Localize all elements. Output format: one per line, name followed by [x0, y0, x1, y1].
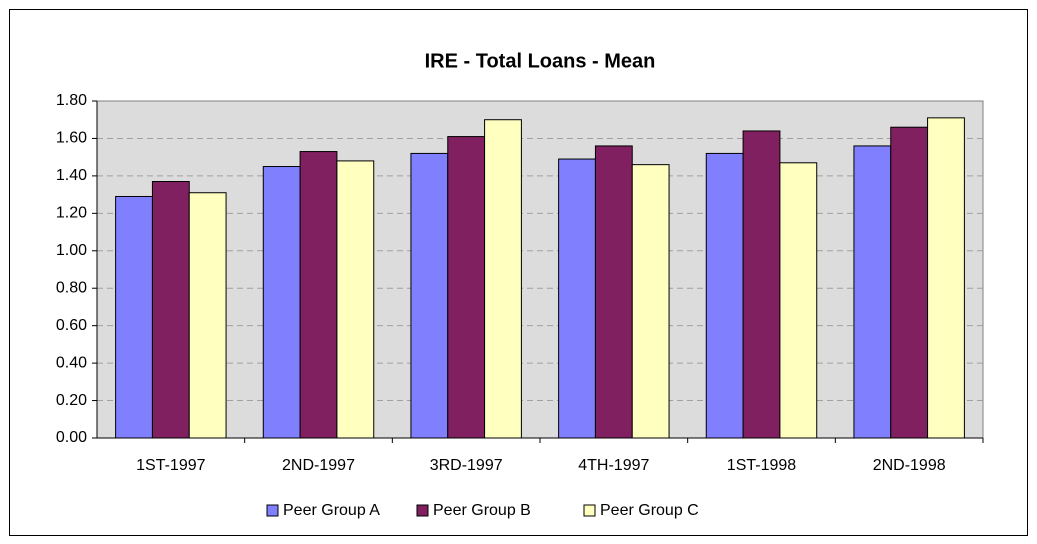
y-tick-label: 0.40	[56, 354, 87, 371]
bar	[927, 117, 965, 439]
bar	[299, 151, 338, 439]
y-tick-label: 1.20	[56, 205, 87, 222]
bar	[594, 145, 633, 439]
bar	[262, 166, 301, 439]
chart-title: IRE - Total Loans - Mean	[425, 50, 656, 72]
bar	[336, 160, 375, 439]
x-tick-label: 3RD-1997	[430, 457, 503, 474]
bar	[151, 181, 190, 439]
y-tick-label: 1.00	[56, 242, 87, 259]
legend-swatch	[416, 504, 429, 517]
x-tick-label: 1ST-1997	[136, 457, 205, 474]
bar	[558, 158, 596, 439]
legend-label: Peer Group B	[433, 502, 531, 519]
y-tick-label: 1.60	[56, 130, 87, 147]
x-tick-label: 2ND-1998	[873, 457, 946, 474]
y-tick-label: 0.80	[56, 279, 87, 296]
bar	[410, 152, 449, 439]
bar	[484, 119, 522, 439]
bar	[853, 145, 892, 439]
bar	[705, 152, 744, 439]
y-tick-label: 0.60	[56, 317, 87, 334]
bar	[631, 164, 670, 439]
bar	[890, 126, 929, 439]
bar	[188, 192, 227, 439]
x-tick-label: 2ND-1997	[282, 457, 355, 474]
y-tick-label: 0.20	[56, 392, 87, 409]
legend-swatch	[266, 504, 279, 517]
y-tick-label: 0.00	[56, 429, 87, 446]
y-tick-label: 1.40	[56, 167, 87, 184]
x-tick-label: 1ST-1998	[727, 457, 796, 474]
legend-label: Peer Group A	[283, 502, 380, 519]
legend-swatch	[583, 504, 596, 517]
bar	[447, 136, 486, 439]
legend-label: Peer Group C	[600, 502, 699, 519]
bar	[779, 162, 818, 439]
x-tick-label: 4TH-1997	[578, 457, 649, 474]
plot-area	[96, 100, 984, 439]
y-tick-label: 1.80	[56, 92, 87, 109]
bar	[115, 195, 153, 439]
bar	[742, 130, 781, 439]
